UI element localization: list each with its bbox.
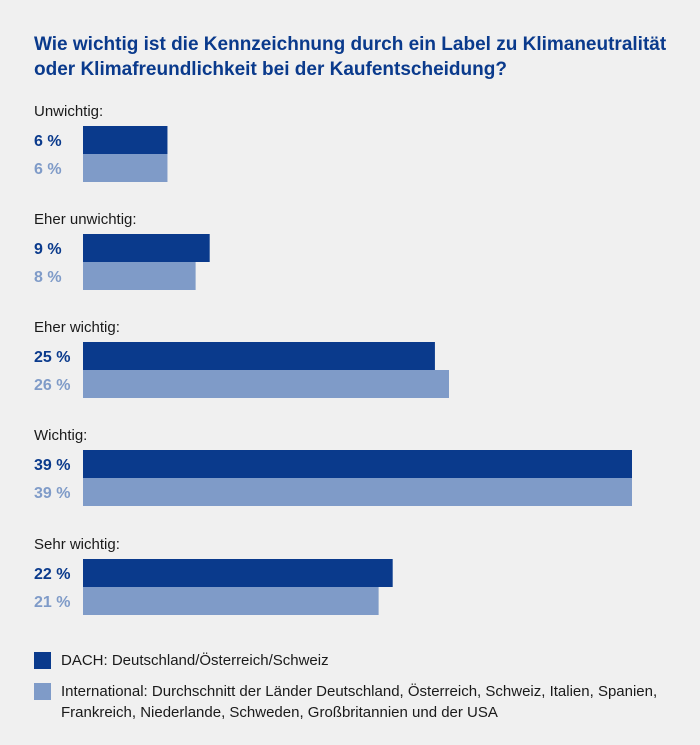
- category-label-2: Eher wichtig:: [34, 319, 120, 336]
- chart-title: Wie wichtig ist die Kennzeichnung durch …: [34, 34, 667, 80]
- bar-chart: Unwichtig: 6 % 6 % Eher unwichtig: 9 % 8 % Ehe…: [34, 103, 632, 615]
- bar-international-3: [83, 478, 632, 506]
- bar-international-2: [83, 370, 449, 398]
- chart-legend: DACH: Deutschland/Österreich/Schweiz Int…: [34, 650, 674, 733]
- category-label-0: Unwichtig:: [34, 103, 103, 120]
- value-label-international-0: 6 %: [34, 161, 62, 178]
- value-label-dach-4: 22 %: [34, 566, 70, 583]
- legend-item-international: International: Durchschnitt der Länder D…: [34, 681, 674, 723]
- legend-swatch-dach: [34, 652, 51, 669]
- value-label-dach-1: 9 %: [34, 241, 62, 258]
- value-label-international-1: 8 %: [34, 269, 62, 286]
- bar-international-0: [83, 154, 168, 182]
- value-label-international-4: 21 %: [34, 594, 70, 611]
- category-label-4: Sehr wichtig:: [34, 536, 120, 553]
- value-label-dach-2: 25 %: [34, 349, 70, 366]
- legend-label-international: International: Durchschnitt der Länder D…: [61, 683, 658, 721]
- bar-dach-3: [83, 450, 632, 478]
- legend-item-dach: DACH: Deutschland/Österreich/Schweiz: [34, 650, 674, 671]
- category-label-1: Eher unwichtig:: [34, 211, 137, 228]
- bar-international-1: [83, 262, 196, 290]
- bar-dach-4: [83, 559, 393, 587]
- bar-dach-0: [83, 126, 168, 154]
- value-label-dach-3: 39 %: [34, 457, 70, 474]
- value-label-dach-0: 6 %: [34, 133, 62, 150]
- legend-swatch-international: [34, 683, 51, 700]
- bar-dach-1: [83, 234, 210, 262]
- category-label-3: Wichtig:: [34, 427, 87, 444]
- legend-label-dach: DACH: Deutschland/Österreich/Schweiz: [61, 652, 329, 669]
- bar-international-4: [83, 587, 379, 615]
- value-label-international-2: 26 %: [34, 377, 70, 394]
- bar-dach-2: [83, 342, 435, 370]
- value-label-international-3: 39 %: [34, 485, 70, 502]
